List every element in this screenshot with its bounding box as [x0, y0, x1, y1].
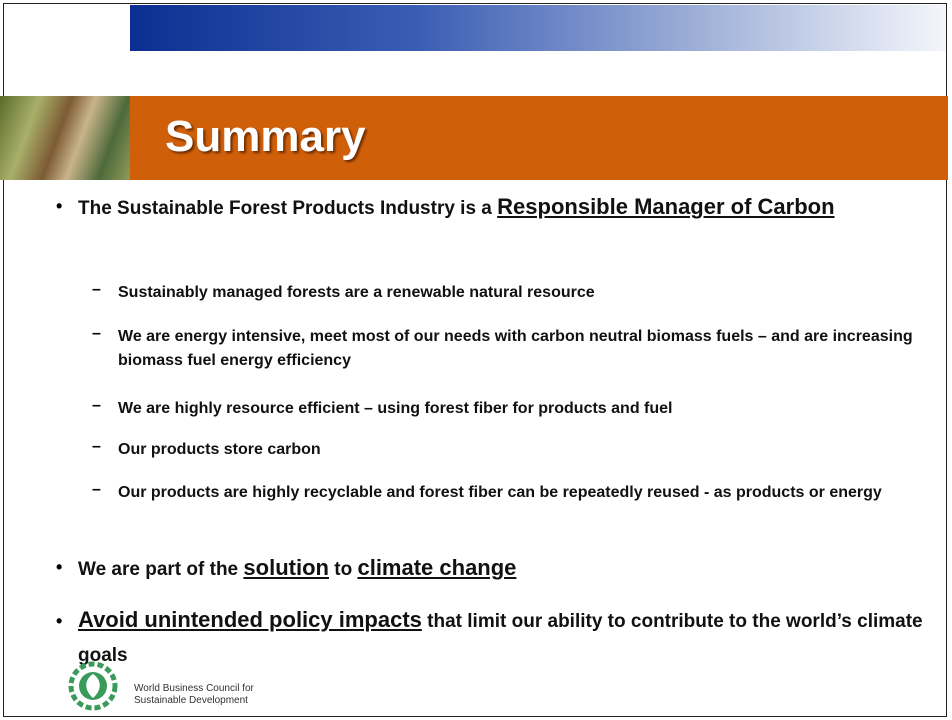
- title-bar: [0, 96, 948, 180]
- slide: Summary • The Sustainable Forest Product…: [0, 0, 952, 720]
- sub-marker: –: [92, 397, 101, 415]
- bullet-emphasis: Responsible Manager of Carbon: [497, 194, 834, 219]
- subpoint: We are energy intensive, meet most of ou…: [118, 325, 928, 373]
- logo-text: Sustainable Development: [134, 695, 248, 706]
- subpoint: We are highly resource efficient – using…: [118, 397, 928, 421]
- sub-marker: –: [92, 481, 101, 499]
- bullet-text: The Sustainable Forest Products Industry…: [78, 198, 492, 219]
- subpoint: Our products are highly recyclable and f…: [118, 481, 928, 505]
- header-band: [130, 5, 946, 51]
- bullet-marker: •: [56, 611, 62, 632]
- bullet-emphasis: climate change: [357, 555, 516, 580]
- sub-marker: –: [92, 281, 101, 299]
- logo-text: World Business Council for: [134, 683, 254, 694]
- bullet: Avoid unintended policy impacts that lim…: [78, 603, 928, 673]
- bullet-text: We are part of the: [78, 559, 238, 580]
- subpoint: Our products store carbon: [118, 438, 928, 462]
- slide-title: Summary: [165, 112, 366, 162]
- bullet-emphasis: solution: [243, 555, 329, 580]
- bullet-marker: •: [56, 557, 62, 578]
- bullet: We are part of the solution to climate c…: [78, 549, 928, 588]
- subpoint: Sustainably managed forests are a renewa…: [118, 281, 928, 305]
- bullet-emphasis: Avoid unintended policy impacts: [78, 607, 422, 632]
- logo-icon: [60, 660, 126, 712]
- title-photo: [0, 96, 130, 180]
- sub-marker: –: [92, 438, 101, 456]
- bullet-text: to: [334, 559, 352, 580]
- bullet: The Sustainable Forest Products Industry…: [78, 188, 928, 227]
- sub-marker: –: [92, 325, 101, 343]
- bullet-marker: •: [56, 196, 62, 217]
